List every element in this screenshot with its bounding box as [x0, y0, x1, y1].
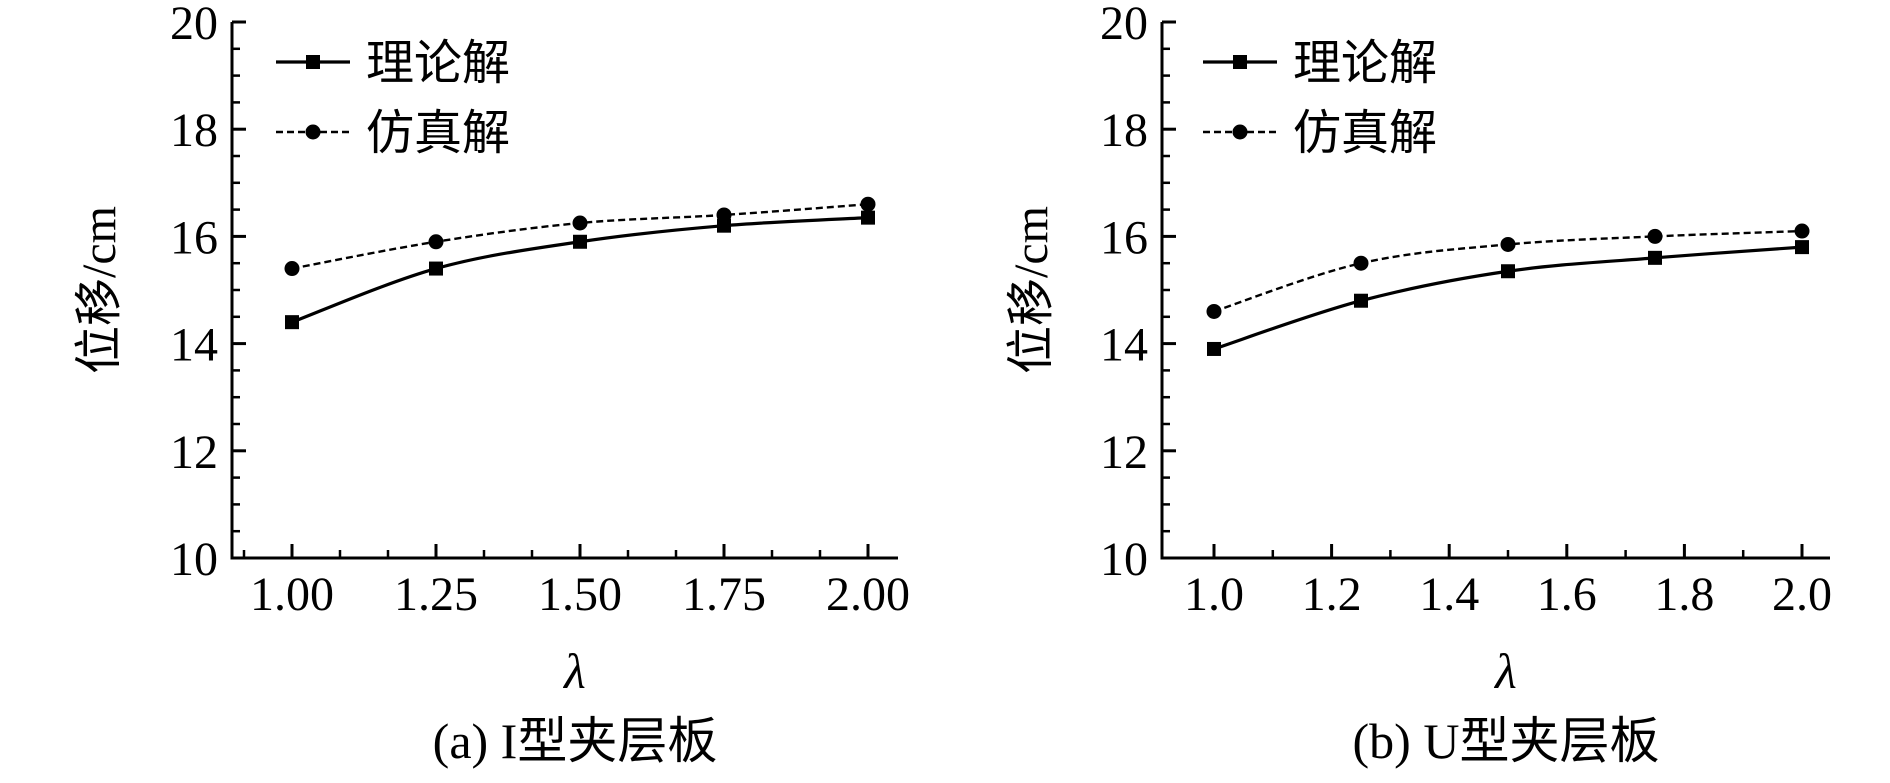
data-point-simulation [284, 261, 300, 277]
y-tick-label: 12 [1100, 426, 1148, 479]
legend-marker [306, 55, 320, 69]
y-tick-label: 20 [1100, 0, 1148, 50]
data-point-simulation [716, 207, 732, 223]
panel-caption: (b) U型夹层板 [1353, 713, 1660, 769]
x-tick-label: 1.2 [1302, 568, 1362, 621]
y-tick-label: 18 [170, 104, 218, 157]
data-point-theory [861, 210, 875, 225]
chart-panel-a: 10 12 14 16 18 20 1.00 1.25 1.50 1.75 2.00 位移/cm λ (a… [73, 0, 910, 769]
y-tick-label: 18 [1100, 104, 1148, 157]
legend-label: 理论解 [1293, 37, 1437, 90]
legend-label: 仿真解 [1293, 107, 1437, 160]
y-tick-label: 16 [170, 211, 218, 264]
data-point-simulation [428, 234, 444, 250]
series-line-theory [291, 216, 869, 324]
legend-marker [1233, 55, 1247, 69]
x-tick-label: 1.4 [1419, 568, 1479, 621]
x-tick-label: 1.75 [682, 568, 766, 621]
data-point-theory [573, 234, 587, 249]
y-tick-label: 10 [170, 533, 218, 586]
data-point-theory [1648, 250, 1662, 265]
x-tick-label: 1.8 [1654, 568, 1714, 621]
data-point-theory [429, 261, 443, 276]
x-tick-label: 1.50 [538, 568, 622, 621]
data-point-simulation [1500, 236, 1516, 252]
panel-caption: (a) I型夹层板 [433, 713, 718, 769]
legend-marker [1232, 124, 1248, 140]
axes-frame [1160, 22, 1830, 560]
legend-marker [305, 124, 321, 140]
data-point-theory [1354, 293, 1368, 308]
y-tick-label: 16 [1100, 211, 1148, 264]
x-tick-label: 1.25 [394, 568, 478, 621]
data-point-theory [285, 315, 299, 330]
series-line-theory [1213, 245, 1803, 351]
x-tick-label: 1.6 [1537, 568, 1597, 621]
legend-label: 理论解 [366, 37, 510, 90]
data-point-theory [1795, 240, 1809, 255]
y-tick-label: 12 [170, 426, 218, 479]
x-tick-label: 1.00 [250, 568, 334, 621]
x-axis-label: λ [562, 643, 586, 699]
chart-panel-b: 10 12 14 16 18 20 1.0 1.2 1.4 1.6 1.8 2.0 位移/cm λ (b) … [1005, 0, 1832, 769]
y-tick-label: 14 [170, 319, 218, 372]
y-axis-label: 位移/cm [1005, 206, 1058, 374]
x-tick-label: 2.0 [1772, 568, 1832, 621]
data-point-theory [1501, 264, 1515, 279]
y-tick-label: 14 [1100, 319, 1148, 372]
axes-frame [230, 22, 898, 560]
x-tick-label: 1.0 [1184, 568, 1244, 621]
data-point-simulation [1647, 228, 1663, 244]
data-point-simulation [1794, 223, 1810, 239]
data-point-simulation [1353, 255, 1369, 271]
data-point-theory [717, 218, 731, 233]
legend-label: 仿真解 [366, 107, 510, 160]
y-axis-label: 位移/cm [73, 206, 126, 374]
x-tick-label: 2.00 [826, 568, 910, 621]
data-point-simulation [572, 215, 588, 231]
data-point-simulation [860, 196, 876, 212]
x-axis-label: λ [1493, 643, 1517, 699]
data-point-theory [1207, 341, 1221, 356]
data-point-simulation [1206, 303, 1222, 319]
y-tick-label: 20 [170, 0, 218, 50]
y-tick-label: 10 [1100, 533, 1148, 586]
